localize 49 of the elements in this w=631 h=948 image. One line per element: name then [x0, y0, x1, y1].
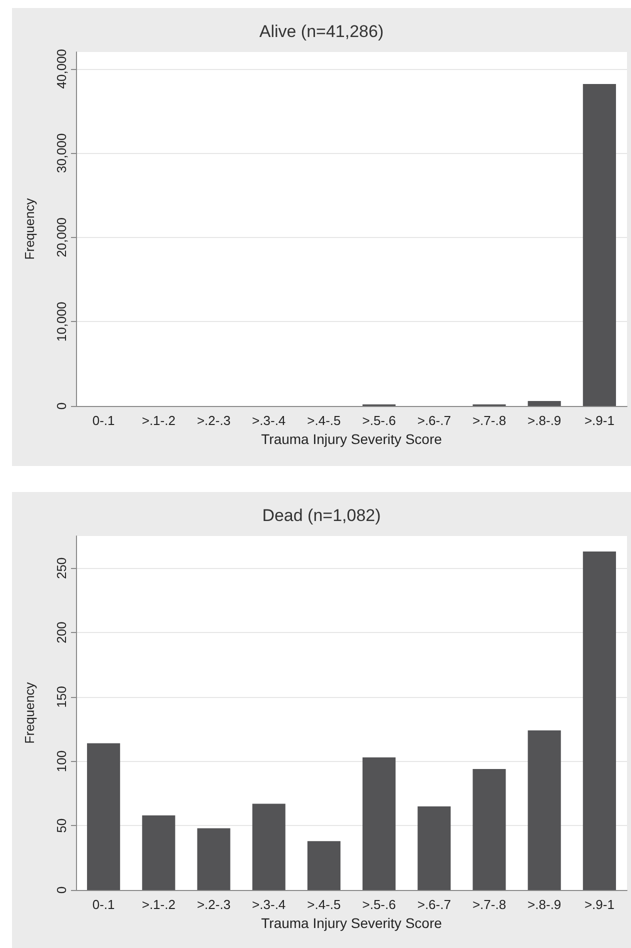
- bar: [307, 841, 340, 890]
- y-tick-label: 10,000: [54, 302, 69, 342]
- x-tick-label: >.4-.5: [307, 897, 341, 912]
- x-tick-label: 0-.1: [92, 413, 115, 428]
- bar: [418, 806, 451, 890]
- x-tick-label: 0-.1: [92, 897, 115, 912]
- y-axis-title: Frequency: [22, 682, 37, 744]
- bar: [87, 743, 120, 890]
- x-tick-label: >.9-1: [584, 413, 614, 428]
- x-tick-label: >.6-.7: [417, 413, 451, 428]
- y-tick-label: 150: [54, 686, 69, 708]
- bar: [142, 815, 176, 890]
- bar: [582, 84, 616, 406]
- x-tick-label: >.5-.6: [362, 897, 396, 912]
- x-tick-label: >.8-.9: [528, 897, 562, 912]
- x-tick-label: >.7-.8: [472, 413, 506, 428]
- y-tick-label: 40,000: [54, 48, 69, 89]
- y-tick-label: 100: [54, 750, 69, 772]
- y-tick-label: 200: [54, 622, 69, 644]
- y-axis-title: Frequency: [22, 198, 37, 260]
- x-tick-label: >.2-.3: [196, 413, 231, 428]
- x-tick-label: >.9-1: [584, 897, 614, 912]
- y-tick-label: 0: [54, 886, 69, 894]
- x-tick-label: >.5-.6: [362, 413, 396, 428]
- bar: [472, 768, 506, 890]
- x-tick-label: >.3-.4: [252, 897, 286, 912]
- bar: [528, 400, 561, 406]
- bar: [252, 804, 286, 890]
- x-tick-label: >.3-.4: [252, 413, 286, 428]
- y-tick-label: 50: [54, 818, 69, 833]
- chart-title: Alive (n=41,286): [259, 22, 384, 41]
- x-tick-label: >.7-.8: [472, 897, 506, 912]
- y-tick-label: 30,000: [54, 133, 69, 174]
- bar: [197, 828, 230, 890]
- bar: [362, 757, 396, 890]
- y-tick-label: 250: [54, 557, 69, 580]
- bar: [528, 730, 561, 890]
- x-axis-title: Trauma Injury Severity Score: [261, 915, 442, 931]
- y-tick-label: 0: [54, 402, 69, 410]
- x-tick-label: >.1-.2: [142, 413, 176, 428]
- x-tick-label: >.6-.7: [417, 897, 451, 912]
- x-tick-label: >.2-.3: [196, 897, 231, 912]
- bar: [582, 551, 616, 890]
- chart-title: Dead (n=1,082): [262, 506, 381, 525]
- x-tick-label: >.4-.5: [307, 413, 341, 428]
- x-axis-title: Trauma Injury Severity Score: [261, 431, 442, 447]
- x-tick-label: >.1-.2: [142, 897, 176, 912]
- x-tick-label: >.8-.9: [528, 413, 562, 428]
- y-tick-label: 20,000: [54, 218, 69, 258]
